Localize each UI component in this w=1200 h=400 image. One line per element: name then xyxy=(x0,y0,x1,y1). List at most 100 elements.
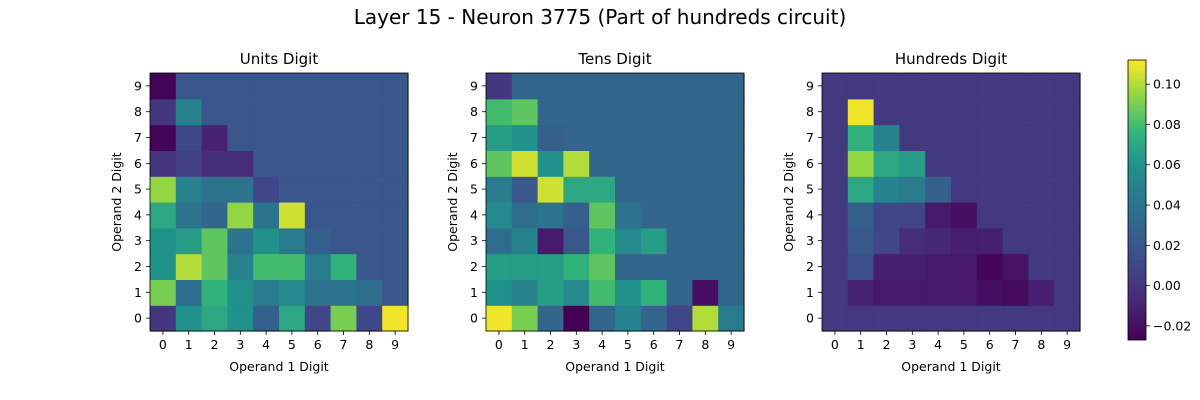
heatmap-cell xyxy=(486,150,513,177)
heatmap-cell xyxy=(304,73,332,100)
heatmap-cell xyxy=(382,73,409,100)
heatmap-cell xyxy=(666,124,693,151)
heatmap-cell xyxy=(563,253,590,280)
heatmap-cell xyxy=(486,73,513,100)
heatmap-cell xyxy=(847,227,875,255)
heatmap-cell xyxy=(227,124,254,151)
heatmap-cell xyxy=(1028,124,1055,151)
x-tick-label: 4 xyxy=(934,337,942,352)
plot-frame xyxy=(485,72,745,332)
heatmap-cell xyxy=(150,150,177,177)
y-tick-label: 2 xyxy=(806,259,814,274)
heatmap-cell xyxy=(640,305,668,332)
heatmap-cell xyxy=(1002,305,1029,332)
heatmap-cell xyxy=(486,124,513,151)
heatmap-cell xyxy=(666,253,693,280)
panel-title: Units Digit xyxy=(240,50,319,68)
y-axis-label: Operand 2 Digit xyxy=(109,152,124,252)
heatmap-cell xyxy=(1028,279,1055,306)
heatmap-cell xyxy=(537,279,564,306)
heatmap-cell xyxy=(873,202,900,229)
heatmap-cell xyxy=(201,202,228,229)
x-tick-label: 8 xyxy=(701,337,709,352)
heatmap-cell xyxy=(976,150,1004,177)
heatmap-cell xyxy=(563,73,590,100)
heatmap-cell xyxy=(1054,227,1081,255)
x-tick-label: 2 xyxy=(211,337,219,352)
heatmap-cell xyxy=(304,176,332,203)
panel-title: Hundreds Digit xyxy=(895,50,1007,68)
heatmap-cell xyxy=(615,150,642,177)
heatmap-cell xyxy=(201,150,228,177)
heatmap-cell xyxy=(951,150,978,177)
heatmap-cell xyxy=(486,176,513,203)
y-tick-label: 2 xyxy=(470,259,478,274)
heatmap-cell xyxy=(304,202,332,229)
x-axis-label: Operand 1 Digit xyxy=(901,359,1001,374)
heatmap-cell xyxy=(899,305,926,332)
heatmap-cell xyxy=(640,253,668,280)
heatmap-cell xyxy=(150,176,177,203)
x-tick-label: 3 xyxy=(572,337,580,352)
heatmap-cell xyxy=(822,124,849,151)
heatmap-cell xyxy=(589,73,616,100)
y-axis-label: Operand 2 Digit xyxy=(445,152,460,252)
heatmap-cell xyxy=(692,202,719,229)
heatmap-cell xyxy=(640,202,668,229)
colorbar-tick-label: 0.04 xyxy=(1153,198,1181,213)
heatmap-cell xyxy=(666,279,693,306)
heatmap-cell xyxy=(150,227,177,255)
heatmap-cell xyxy=(304,150,332,177)
y-tick-label: 3 xyxy=(134,233,142,248)
y-tick-label: 5 xyxy=(806,182,814,197)
heatmap-cell xyxy=(563,227,590,255)
heatmap-cell xyxy=(279,124,306,151)
y-tick-label: 0 xyxy=(134,311,142,326)
heatmap-cell xyxy=(589,279,616,306)
heatmap-cell xyxy=(847,253,875,280)
heatmap-cell xyxy=(511,124,539,151)
heatmap-cell xyxy=(666,227,693,255)
heatmap-cell xyxy=(279,98,306,126)
heatmap-cell xyxy=(589,305,616,332)
heatmap-cell xyxy=(330,305,357,332)
heatmap-cell xyxy=(615,124,642,151)
heatmap-cell xyxy=(253,253,280,280)
heatmap-cell xyxy=(201,73,228,100)
y-tick-label: 7 xyxy=(806,130,814,145)
x-tick-label: 4 xyxy=(262,337,270,352)
heatmap-cell xyxy=(537,150,564,177)
heatmap-cell xyxy=(227,253,254,280)
heatmap-cell xyxy=(666,202,693,229)
heatmap-cell xyxy=(1054,279,1081,306)
heatmap-cell xyxy=(175,150,203,177)
heatmap-cell xyxy=(253,279,280,306)
y-tick-label: 5 xyxy=(134,182,142,197)
heatmap-cell xyxy=(951,98,978,126)
heatmap-cell xyxy=(201,227,228,255)
heatmap-cell xyxy=(899,124,926,151)
heatmap-cell xyxy=(563,176,590,203)
heatmap-cell xyxy=(718,98,745,126)
heatmap-cell xyxy=(150,305,177,332)
heatmap-cell xyxy=(253,227,280,255)
heatmap-cell xyxy=(615,176,642,203)
heatmap-cell xyxy=(925,73,952,100)
heatmap-cell xyxy=(640,73,668,100)
heatmap-cell xyxy=(718,150,745,177)
heatmap-cell xyxy=(227,279,254,306)
y-tick-label: 0 xyxy=(806,311,814,326)
heatmap-cell xyxy=(899,98,926,126)
colorbar-tick-label: 0.02 xyxy=(1153,238,1181,253)
heatmap-cell xyxy=(951,176,978,203)
heatmap-cell xyxy=(537,202,564,229)
heatmap-cell xyxy=(227,176,254,203)
heatmap-cell xyxy=(718,124,745,151)
heatmap-cell xyxy=(873,305,900,332)
heatmap-cell xyxy=(1054,124,1081,151)
heatmap-cell xyxy=(279,176,306,203)
heatmap-cell xyxy=(640,279,668,306)
heatmap-cell xyxy=(615,253,642,280)
heatmap-cell xyxy=(589,124,616,151)
heatmap-cell xyxy=(201,124,228,151)
